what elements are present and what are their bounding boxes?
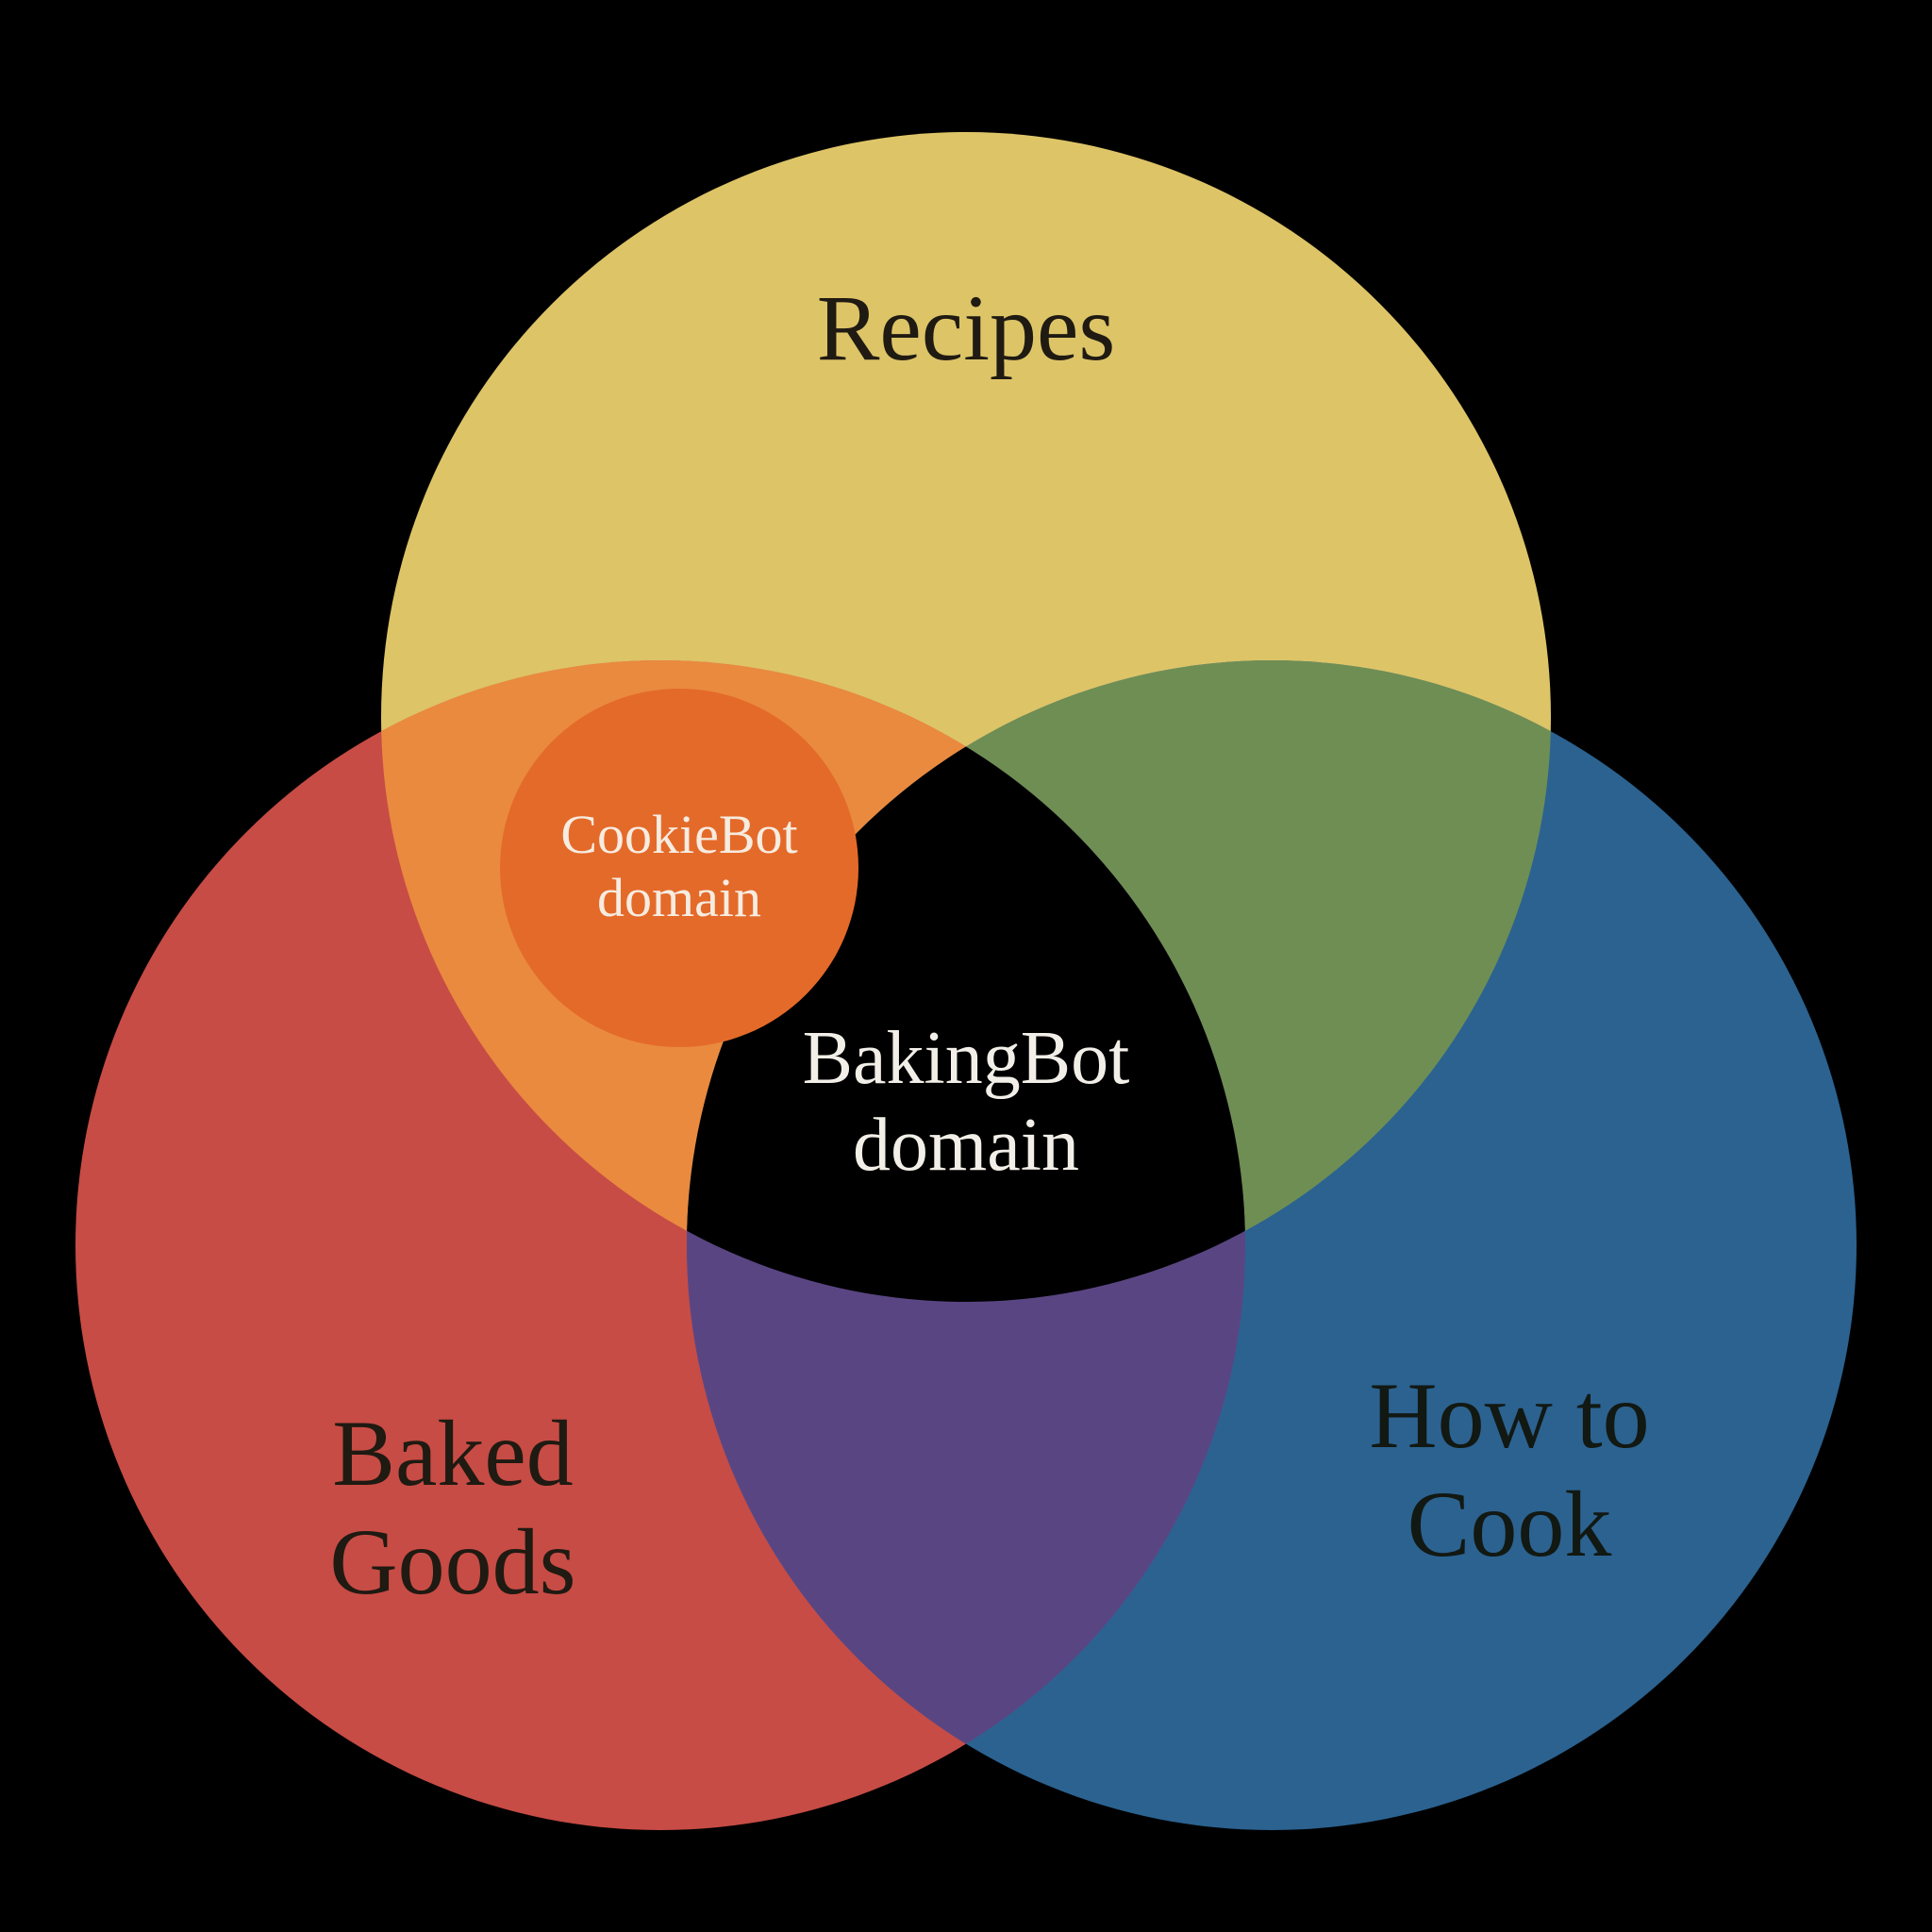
venn-diagram: Recipes Baked Goods How to Cook BakingBo… [0, 0, 1932, 1932]
label-bakingbot: BakingBot domain [494, 1015, 1438, 1189]
label-how-to-cook: How to Cook [1038, 1361, 1932, 1578]
label-recipes: Recipes [494, 274, 1438, 382]
label-cookiebot: CookieBot domain [208, 804, 1151, 929]
label-baked-goods: Baked Goods [0, 1399, 924, 1616]
